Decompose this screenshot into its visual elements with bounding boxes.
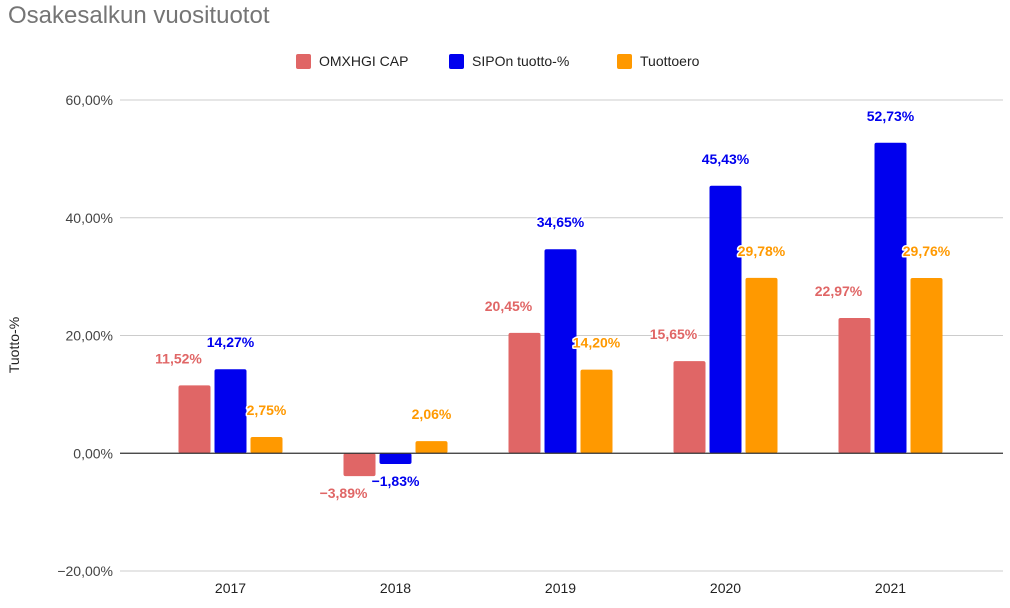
data-label: 52,73%: [867, 108, 915, 124]
data-label: 14,27%: [207, 334, 255, 350]
x-tick-label: 2017: [215, 580, 246, 596]
legend-item[interactable]: OMXHGI CAP: [296, 53, 408, 69]
bar-omxhgi-cap-2019: [508, 332, 541, 454]
data-label: 2,06%: [412, 406, 452, 422]
bar-tuottoero-2020: [745, 277, 778, 454]
data-label: 11,52%: [155, 350, 202, 366]
x-axis-ticks: 2017 2018 2019 2020 2021: [215, 580, 906, 596]
legend-label: SIPOn tuotto-%: [472, 53, 569, 69]
bar-tuottoero-2018: [415, 441, 448, 454]
bar-omxhgi-cap-2020: [673, 361, 706, 454]
bar-sipon-tuotto--2021: [874, 142, 907, 454]
data-label: −1,83%: [372, 473, 420, 489]
legend-item[interactable]: SIPOn tuotto-%: [449, 53, 569, 69]
chart-title: Osakesalkun vuosituotot: [8, 2, 270, 29]
data-label: 29,78%: [738, 243, 786, 259]
bar-sipon-tuotto--2020: [709, 185, 742, 454]
data-label: 2,75%: [247, 402, 287, 418]
data-label: −3,89%: [320, 485, 368, 501]
bar-sipon-tuotto--2019: [544, 249, 577, 454]
legend-label: Tuottoero: [640, 53, 700, 69]
y-tick-label: 60,00%: [66, 92, 113, 108]
x-tick-label: 2018: [380, 580, 411, 596]
legend-swatch: [617, 54, 632, 69]
y-axis-ticks: 60,00% 40,00% 20,00% 0,00% −20,00%: [57, 92, 113, 579]
legend-item[interactable]: Tuottoero: [617, 53, 700, 69]
bar-tuottoero-2017: [250, 437, 283, 454]
data-label: 15,65%: [650, 326, 698, 342]
bar-tuottoero-2019: [580, 369, 613, 454]
data-label: 34,65%: [537, 214, 585, 230]
x-tick-label: 2019: [545, 580, 576, 596]
data-label: 29,76%: [903, 243, 951, 259]
x-tick-label: 2020: [710, 580, 741, 596]
bar-omxhgi-cap-2017: [178, 385, 211, 454]
y-tick-label: −20,00%: [57, 563, 113, 579]
y-tick-label: 40,00%: [66, 210, 113, 226]
data-label: 14,20%: [573, 335, 621, 351]
bar-omxhgi-cap-2018: [343, 453, 376, 477]
data-label: 20,45%: [485, 298, 533, 314]
y-tick-label: 20,00%: [66, 328, 113, 344]
data-label: 45,43%: [702, 151, 750, 167]
bar-omxhgi-cap-2021: [838, 318, 871, 454]
data-label: 22,97%: [815, 283, 863, 299]
legend: OMXHGI CAP SIPOn tuotto-% Tuottoero: [296, 53, 700, 69]
y-tick-label: 0,00%: [73, 445, 113, 461]
bar-tuottoero-2021: [910, 278, 943, 454]
y-axis-title: Tuotto-%: [6, 317, 22, 373]
data-labels: 11,52% −3,89% 20,45% 15,65% 22,97% 14,27% −1,8…: [154, 106, 953, 502]
legend-label: OMXHGI CAP: [319, 53, 408, 69]
bar-sipon-tuotto--2017: [214, 369, 247, 454]
bar-sipon-tuotto--2018: [379, 453, 412, 465]
legend-swatch: [449, 54, 464, 69]
legend-swatch: [296, 54, 311, 69]
bars: [178, 142, 943, 477]
x-tick-label: 2021: [875, 580, 906, 596]
